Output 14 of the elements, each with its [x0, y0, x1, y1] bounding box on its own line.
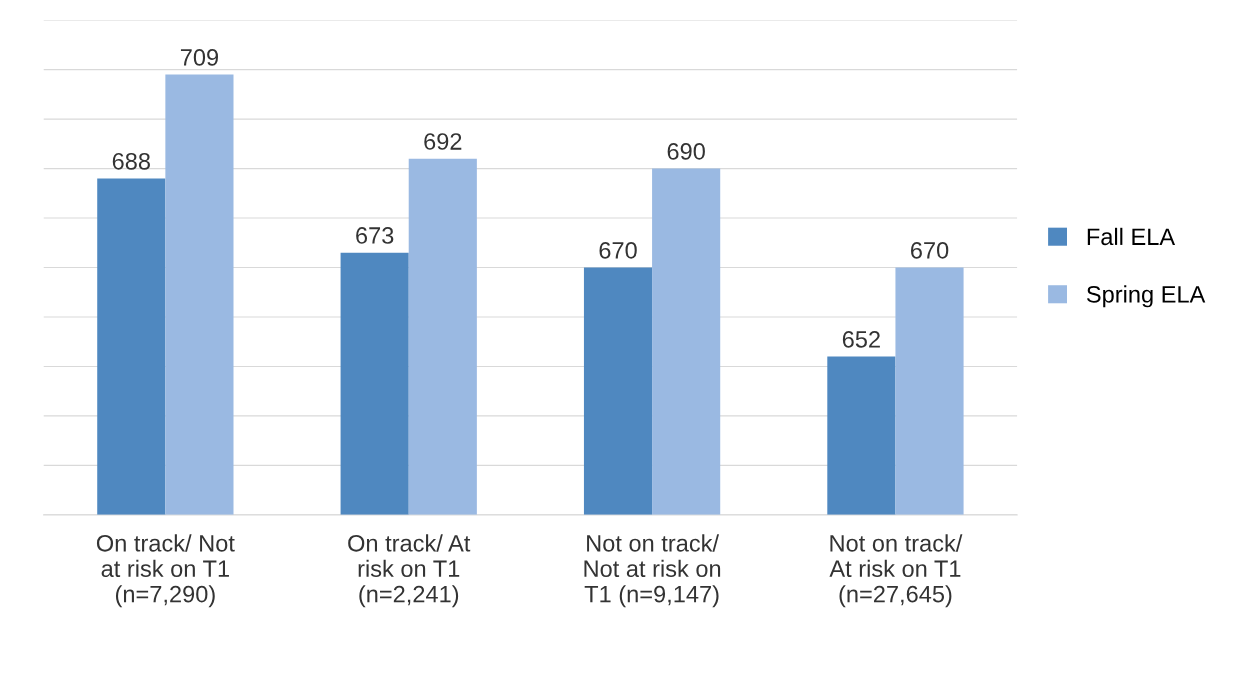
data-label: 690 — [667, 143, 705, 160]
x-tick-label: Not on track/ Not at risk on T1 (n=9,147) — [584, 534, 721, 608]
data-label: 673 — [356, 227, 394, 244]
x-tick-label: On track/ At risk on T1 (n=2,241) — [348, 534, 471, 608]
legend-label: Fall ELA — [1087, 227, 1176, 246]
data-label: 692 — [424, 133, 462, 150]
data-label: 670 — [599, 241, 637, 259]
data-label: 670 — [911, 241, 949, 259]
x-tick-label: Not on track/ At risk on T1 (n=27,645) — [829, 534, 963, 608]
data-label: 709 — [180, 49, 219, 66]
data-label: 688 — [112, 152, 150, 170]
legend-label: Spring ELA — [1086, 285, 1206, 308]
data-label: 652 — [842, 331, 880, 348]
x-tick-label: On track/ Not at risk on T1 (n=7,290) — [96, 534, 235, 608]
